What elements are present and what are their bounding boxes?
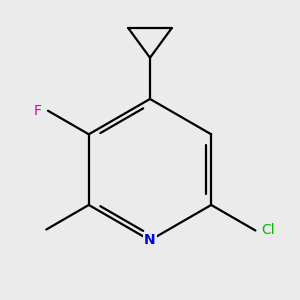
Text: N: N bbox=[144, 233, 156, 247]
Text: Cl: Cl bbox=[261, 224, 275, 238]
Text: F: F bbox=[34, 104, 42, 118]
